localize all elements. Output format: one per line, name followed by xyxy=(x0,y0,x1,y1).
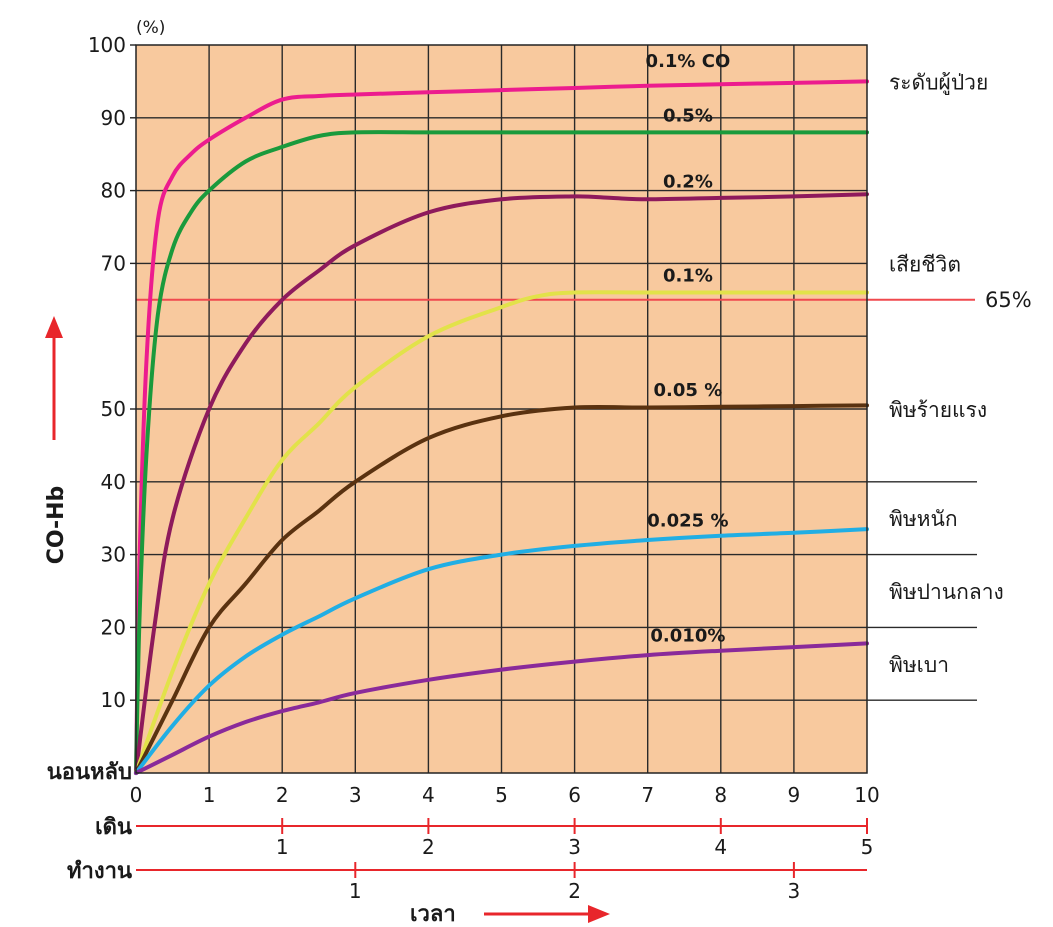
x-tick-label: 2 xyxy=(276,783,289,807)
x-axis-arrow xyxy=(484,905,610,923)
threshold-label: 65% xyxy=(985,288,1032,312)
zone-label: เสียชีวิต xyxy=(889,252,961,276)
secondary-axis-label: เดิน xyxy=(95,815,132,840)
series-line xyxy=(134,641,869,775)
secondary-tick-label: 2 xyxy=(568,879,581,903)
series-line xyxy=(134,527,869,775)
y-tick-label: 70 xyxy=(101,251,126,275)
x-tick-label: 8 xyxy=(714,783,727,807)
x-tick-label: 6 xyxy=(568,783,581,807)
y-tick-label: 80 xyxy=(101,179,126,203)
secondary-tick-label: 1 xyxy=(276,835,289,859)
series-label: 0.5% xyxy=(663,105,713,126)
secondary-tick-label: 4 xyxy=(714,835,727,859)
y-tick-label: 20 xyxy=(101,615,126,639)
secondary-tick-label: 1 xyxy=(349,879,362,903)
zone-label: พิษปานกลาง xyxy=(889,580,1004,604)
x-tick-label: 9 xyxy=(788,783,801,807)
y-tick-label: 10 xyxy=(101,688,126,712)
secondary-tick-label: 2 xyxy=(422,835,435,859)
y-tick-label: 90 xyxy=(101,106,126,130)
series-label: 0.1% CO xyxy=(646,51,731,72)
secondary-tick-label: 3 xyxy=(788,879,801,903)
zone-label: พิษเบา xyxy=(889,653,949,677)
series-label: 0.025 % xyxy=(647,511,728,532)
secondary-axes: เดิน 1 2 3 4 5 ทำงาน 1 2 3 xyxy=(67,815,873,903)
zone-label: พิษร้ายแรง xyxy=(889,398,987,422)
x-tick-label: 0 xyxy=(130,783,143,807)
x-tick-label: 3 xyxy=(349,783,362,807)
zone-label: พิษหนัก xyxy=(889,507,958,531)
series-label: 0.010% xyxy=(650,626,725,647)
x-tick-label: 7 xyxy=(641,783,654,807)
series-group: 0.1% CO 0.5% 0.2% 0.1% 0.05 % 0.025 % 0.010% xyxy=(134,51,869,775)
y-axis-arrow xyxy=(45,316,63,440)
series-line xyxy=(134,130,869,775)
series-line xyxy=(134,79,869,775)
series-label: 0.1% xyxy=(663,266,713,287)
y-tick-label: 30 xyxy=(101,543,126,567)
threshold-line: 65% xyxy=(136,288,1032,312)
x-tick-label: 5 xyxy=(495,783,508,807)
y-tick-label: 50 xyxy=(101,397,126,421)
series-line xyxy=(134,403,869,775)
axes: 10 20 30 40 50 70 80 90 100 นอนหลับ0 1 2 3 4 5 6 7 8 9 10 xyxy=(47,33,880,807)
zone-label: ระดับผู้ป่วย xyxy=(889,70,988,95)
y-tick-label: 100 xyxy=(88,33,126,57)
zone-labels: ระดับผู้ป่วยเสียชีวิตพิษร้ายแรงพิษหนักพิ… xyxy=(867,70,1004,701)
series-line xyxy=(134,290,869,775)
y-zero-label: นอนหลับ xyxy=(47,760,132,785)
y-tick-label: 40 xyxy=(101,470,126,494)
x-tick-label: 1 xyxy=(203,783,216,807)
x-axis-label: เวลา xyxy=(410,902,456,927)
x-tick-label: 4 xyxy=(422,783,435,807)
x-tick-label: 10 xyxy=(854,783,879,807)
y-unit-label: (%) xyxy=(136,18,165,38)
secondary-tick-label: 3 xyxy=(568,835,581,859)
y-axis-label: CO-Hb xyxy=(44,486,69,565)
secondary-axis-label: ทำงาน xyxy=(67,859,132,884)
series-line xyxy=(134,192,869,775)
secondary-tick-label: 5 xyxy=(861,835,874,859)
series-label: 0.2% xyxy=(663,172,713,193)
series-label: 0.05 % xyxy=(654,380,723,401)
